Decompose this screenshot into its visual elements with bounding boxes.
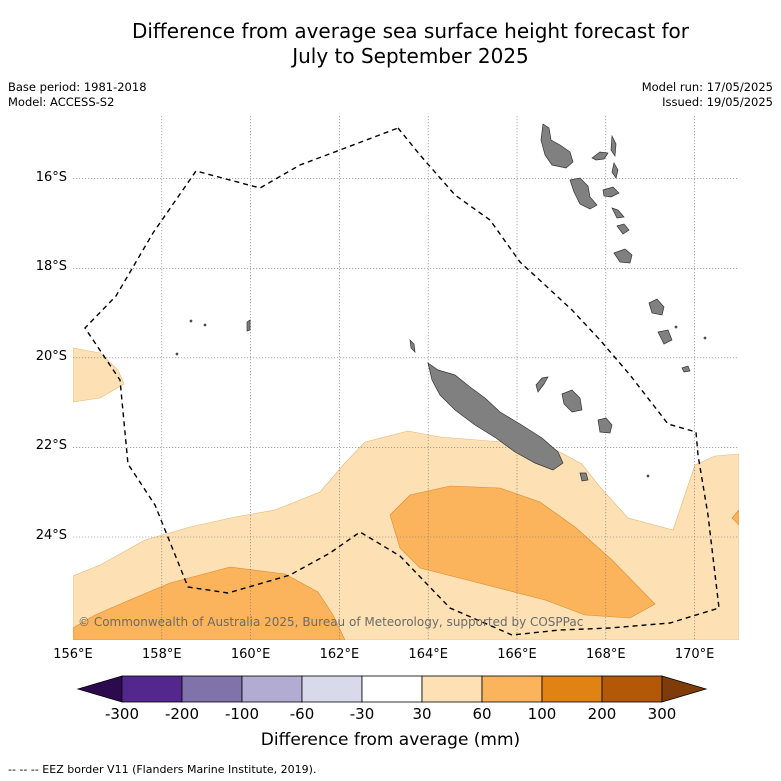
- copyright-notice: © Commonwealth of Australia 2025, Bureau…: [78, 615, 584, 629]
- colorbar-tick: 100: [527, 705, 557, 723]
- small-islet-f: [674, 325, 678, 329]
- vanuatu-epi: [611, 207, 625, 219]
- eez-border: [84, 127, 720, 636]
- colorbar-tick: -60: [289, 705, 315, 723]
- colorbar-tick: -30: [349, 705, 375, 723]
- vanuatu-aneityum: [657, 329, 673, 345]
- colorbar-segment: [181, 675, 243, 703]
- vanuatu-erromango: [613, 248, 633, 264]
- small-islet-b: [203, 323, 207, 327]
- colorbar-tick: 200: [587, 705, 617, 723]
- lon-tick-label: 158°E: [142, 647, 182, 662]
- colorbar-segment: [421, 675, 483, 703]
- base-period-text: Base period: 1981-2018: [8, 80, 147, 94]
- issued-text: Issued: 19/05/2025: [662, 95, 773, 109]
- meta-right: Model run: 17/05/2025 Issued: 19/05/2025: [642, 80, 773, 110]
- vanuatu-pentecost: [611, 162, 619, 179]
- anomaly-30-60-region-west: [73, 347, 125, 403]
- colorbar-segment: [601, 675, 663, 703]
- colorbar-segment: [121, 675, 183, 703]
- small-islet-e: [646, 474, 650, 478]
- colorbar-segment: [301, 675, 363, 703]
- title-line-1: Difference from average sea surface heig…: [131, 19, 690, 43]
- vanuatu-espiritu-santo: [540, 123, 574, 169]
- gridlines: [73, 116, 739, 640]
- colorbar-segment: [361, 675, 423, 703]
- model-run-text: Model run: 17/05/2025: [641, 80, 773, 94]
- anomaly-60-100-region-east: [731, 509, 739, 526]
- colorbar-tick: -100: [224, 705, 260, 723]
- chesterfield-island: [246, 319, 251, 332]
- eez-legend-footer: -- -- -- EEZ border V11 (Flanders Marine…: [8, 763, 317, 776]
- vanuatu-ambae: [591, 151, 609, 161]
- lon-tick-label: 156°E: [53, 647, 93, 662]
- lon-tick-label: 170°E: [674, 647, 715, 662]
- lon-tick-label: 162°E: [319, 647, 360, 662]
- colorbar-tick: 30: [412, 705, 432, 723]
- lat-tick-label: 22°S: [35, 438, 67, 454]
- small-islet-c: [175, 352, 179, 356]
- lon-tick-label: 164°E: [408, 647, 448, 662]
- vanuatu-maewo: [610, 134, 617, 158]
- colorbar-segment: [541, 675, 603, 703]
- colorbar-segment: [481, 675, 543, 703]
- title-line-2: July to September 2025: [292, 44, 529, 68]
- lon-tick-label: 168°E: [586, 647, 626, 662]
- land-masses: [175, 123, 707, 482]
- colorbar-arrow-high: [661, 675, 708, 703]
- ile-des-pins: [579, 472, 589, 482]
- lat-tick-label: 18°S: [35, 259, 67, 275]
- model-text: Model: ACCESS-S2: [8, 95, 115, 109]
- lifou: [561, 389, 583, 413]
- meta-left: Base period: 1981-2018 Model: ACCESS-S2: [8, 80, 147, 110]
- colorbar-tick: 300: [647, 705, 677, 723]
- map-area: [73, 116, 739, 640]
- ouvea: [535, 376, 549, 393]
- lon-tick-label: 160°E: [230, 647, 271, 662]
- small-islet-a: [189, 319, 193, 323]
- new-caledonia: [427, 362, 564, 471]
- lon-tick-label: 166°E: [497, 647, 537, 662]
- lat-tick-label: 16°S: [35, 169, 67, 185]
- colorbar-title: Difference from average (mm): [260, 730, 521, 750]
- belep-islands: [409, 339, 416, 353]
- vanuatu-malakula: [569, 177, 598, 210]
- colorbar-arrow-low: [76, 675, 123, 703]
- colorbar: [76, 675, 708, 703]
- walpole-island: [681, 365, 691, 373]
- colorbar-tick: -200: [164, 705, 200, 723]
- vanuatu-efate: [616, 223, 630, 235]
- lat-tick-label: 20°S: [35, 348, 67, 364]
- colorbar-tick: -300: [104, 705, 140, 723]
- anomaly-60-100-region-central: [389, 485, 656, 619]
- chart-title: Difference from average sea surface heig…: [0, 19, 781, 69]
- anomaly-60-100-region-southwest: [73, 566, 346, 640]
- colorbar-tick: 60: [472, 705, 492, 723]
- vanuatu-ambrym: [602, 186, 620, 198]
- lat-tick-label: 24°S: [35, 527, 67, 543]
- colorbar-segment: [241, 675, 303, 703]
- vanuatu-tanna: [648, 298, 665, 316]
- mare: [597, 417, 613, 434]
- small-islet-d: [703, 336, 707, 340]
